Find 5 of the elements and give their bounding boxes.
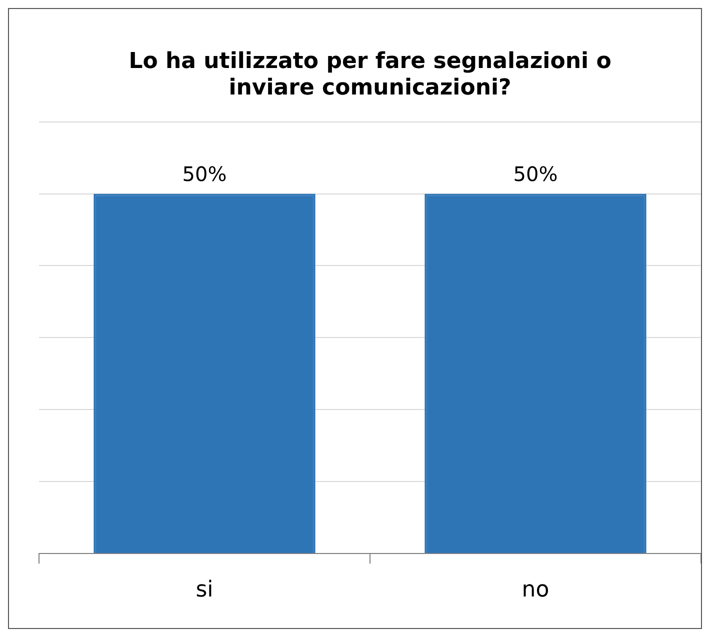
data-label: 50% — [182, 162, 227, 186]
x-tick-label: si — [196, 578, 214, 603]
chart-title: Lo ha utilizzato per fare segnalazioni o inviare comunicazioni? — [128, 48, 612, 100]
data-label: 50% — [513, 162, 558, 186]
x-tick-label: no — [522, 578, 550, 603]
